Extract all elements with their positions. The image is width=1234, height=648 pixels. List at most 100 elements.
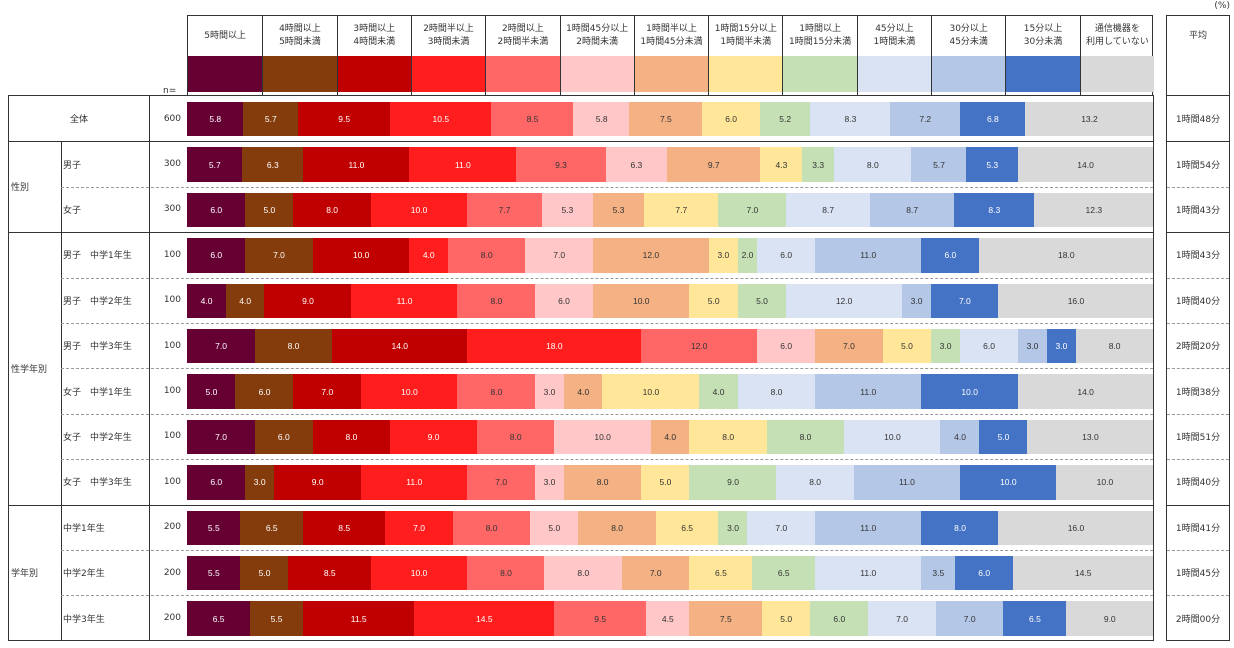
bar-segment: 5.0	[240, 556, 289, 591]
legend-swatch	[857, 56, 932, 92]
bar-segment: 6.0	[254, 419, 314, 455]
bar-segment: 9.0	[264, 283, 352, 318]
row-label: 男子	[63, 160, 82, 171]
row-label: 女子 中学1年生	[63, 387, 132, 398]
bar-segment: 7.0	[293, 374, 362, 409]
bar-segment: 8.0	[578, 510, 656, 545]
bar-segment: 8.0	[776, 465, 855, 500]
bar-segment: 8.0	[921, 510, 999, 545]
legend-item: 15分以上 30分未満	[1005, 16, 1080, 95]
bar-segment: 4.5	[645, 601, 690, 636]
chart-table: 全体 600 5.8 5.7 9.5 10.5 8.5 5.8 7.5 6.0 5.2 8.3 7.2 6…	[8, 95, 1154, 641]
bar-segment: 7.0	[747, 510, 816, 545]
column-divider	[149, 96, 150, 640]
average-value: 1時間48分	[1175, 115, 1221, 126]
bar-segment: 4.0	[650, 419, 690, 455]
bar-segment: 5.0	[761, 601, 811, 636]
bar-segment: 8.0	[293, 192, 372, 228]
bar-segment: 6.5	[187, 601, 251, 636]
legend-swatch	[1006, 56, 1080, 92]
bar-segment: 6.0	[756, 329, 816, 364]
legend-label: 1時間15分以上 1時間半未満	[714, 24, 777, 47]
row-divider	[61, 550, 1153, 551]
legend-item: 1時間15分以上 1時間半未満	[708, 16, 783, 95]
group-label: 全体	[69, 115, 88, 126]
bar-segment: 7.2	[890, 102, 961, 137]
n-label: n=	[163, 86, 177, 96]
bar-segment: 4.0	[409, 238, 449, 273]
legend-label: 1時間以上 1時間15分未満	[789, 24, 852, 47]
bar-segment: 5.3	[966, 147, 1019, 182]
row-divider	[61, 368, 1153, 370]
bar-segment: 6.3	[605, 147, 668, 182]
bar-segment: 3.0	[534, 465, 565, 500]
bar-segment: 5.0	[641, 465, 690, 500]
group-divider	[9, 232, 1153, 234]
group-label: 性学年別	[11, 364, 48, 375]
legend-swatch	[1080, 56, 1154, 92]
bar-segment: 11.0	[814, 510, 922, 545]
bar-segment: 6.0	[921, 238, 980, 273]
row-n: 100	[163, 476, 181, 487]
bar-segment: 12.0	[592, 238, 710, 273]
legend-label: 通信機器を 利用していない	[1085, 24, 1149, 47]
bar-segment: 8.7	[785, 192, 871, 228]
average-value: 1時間43分	[1175, 251, 1221, 262]
legend-item: 1時間以上 1時間15分未満	[782, 16, 857, 95]
bar-segment: 7.0	[244, 238, 314, 273]
bar-segment: 3.3	[801, 147, 835, 182]
legend-swatch	[709, 56, 783, 92]
bar-segment: 11.0	[360, 465, 468, 500]
row-n: 200	[163, 567, 181, 578]
bar-segment: 9.0	[389, 419, 478, 455]
legend-item: 5時間以上	[188, 16, 263, 95]
bar-segment: 7.7	[643, 192, 719, 228]
bar-segment: 5.8	[187, 102, 244, 137]
bar-segment: 8.0	[457, 374, 536, 409]
group-divider	[1167, 232, 1229, 234]
bar-segment: 7.0	[187, 419, 256, 455]
legend-swatch	[337, 56, 411, 92]
legend-swatch	[411, 56, 486, 92]
bar-segment: 10.0	[921, 374, 1019, 409]
bar-segment: 6.5	[240, 510, 304, 545]
bar-segment: 7.0	[525, 238, 594, 273]
bar-segment: 7.0	[868, 601, 937, 636]
bar-segment: 5.0	[187, 374, 236, 409]
average-value: 1時間51分	[1175, 432, 1221, 443]
bar-segment: 9.0	[689, 465, 777, 500]
bar-segment: 10.0	[843, 419, 941, 455]
legend-swatch	[263, 56, 337, 92]
legend-item: 4時間以上 5時間未満	[262, 16, 337, 95]
legend-label: 5時間以上	[204, 30, 247, 41]
legend-swatch	[188, 56, 263, 92]
row-divider	[1167, 595, 1229, 597]
bar-segment: 8.5	[491, 102, 574, 137]
row-label: 男子 中学1年生	[63, 251, 132, 262]
row-divider	[1167, 277, 1229, 279]
bar-segment: 11.5	[302, 601, 415, 636]
bar-segment: 16.0	[998, 510, 1154, 545]
bar-segment: 11.0	[814, 238, 922, 273]
bar-segment: 6.5	[1003, 601, 1067, 636]
bar-segment: 14.0	[331, 329, 468, 364]
legend-swatch	[486, 56, 560, 92]
legend-item: 1時間半以上 1時間45分未満	[633, 16, 709, 95]
bar-segment: 3.0	[708, 238, 739, 273]
bar-segment: 7.0	[187, 329, 256, 364]
bar-segment: 7.5	[629, 102, 703, 137]
row-divider	[61, 459, 1153, 461]
legend-swatch	[932, 56, 1006, 92]
legend-label: 1時間半以上 1時間45分未満	[640, 24, 703, 47]
bar-segment: 8.0	[254, 329, 333, 364]
bar-segment: 8.0	[447, 238, 526, 273]
bar-segment: 5.0	[689, 283, 739, 318]
legend-item: 45分以上 1時間未満	[856, 16, 932, 95]
bar-segment: 3.0	[930, 329, 961, 364]
bar-segment: 6.0	[954, 556, 1014, 591]
bar-segment: 13.2	[1025, 102, 1154, 137]
bar-segment: 18.0	[467, 329, 642, 364]
bar-segment: 9.0	[1066, 601, 1154, 636]
bar-segment: 3.0	[718, 510, 748, 545]
legend-label: 1時間45分以上 2時間未満	[566, 24, 629, 47]
